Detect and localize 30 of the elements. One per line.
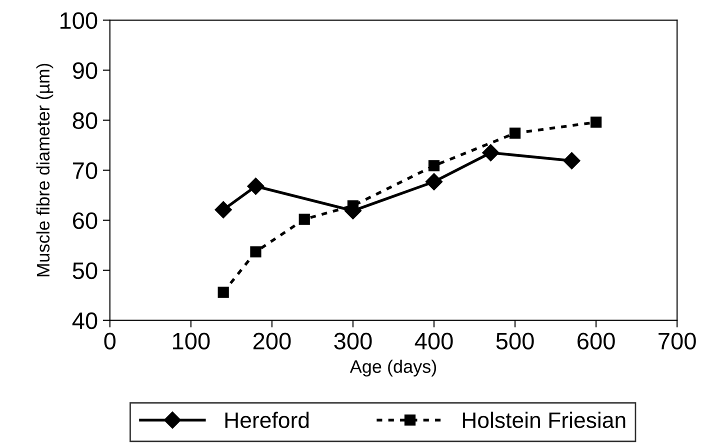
x-tick-label: 300 bbox=[334, 332, 372, 350]
x-tick-label: 100 bbox=[173, 332, 210, 350]
point bbox=[428, 160, 440, 172]
y-tick-label: 80 bbox=[72, 112, 98, 129]
point bbox=[250, 246, 262, 258]
point bbox=[509, 128, 521, 139]
legend-label: Holstein Friesian bbox=[462, 412, 626, 428]
point bbox=[218, 286, 229, 298]
y-tick-label: 100 bbox=[60, 12, 98, 29]
x-tick-label: 200 bbox=[253, 332, 291, 350]
x-tick-label: 400 bbox=[414, 332, 453, 350]
point bbox=[247, 178, 264, 195]
x-axis-title: Age (days) bbox=[350, 360, 436, 377]
point bbox=[425, 173, 443, 190]
y-tick-label: 70 bbox=[73, 162, 98, 180]
x-tick-label: 500 bbox=[496, 332, 534, 350]
y-tick-label: 60 bbox=[73, 212, 98, 230]
point bbox=[298, 214, 310, 225]
point bbox=[482, 144, 500, 162]
x-tick-label: 0 bbox=[104, 332, 116, 350]
point bbox=[214, 201, 232, 218]
y-axis-title: Muscle fibre diameter (µm) bbox=[36, 64, 54, 276]
y-tick-label: 90 bbox=[72, 62, 98, 79]
point bbox=[563, 152, 580, 170]
x-tick-label: 700 bbox=[658, 332, 696, 350]
y-tick-label: 50 bbox=[72, 262, 98, 280]
legend-label: Hereford bbox=[225, 412, 309, 428]
x-tick-label: 600 bbox=[578, 332, 615, 350]
y-tick-label: 40 bbox=[72, 312, 98, 330]
point bbox=[590, 116, 602, 128]
